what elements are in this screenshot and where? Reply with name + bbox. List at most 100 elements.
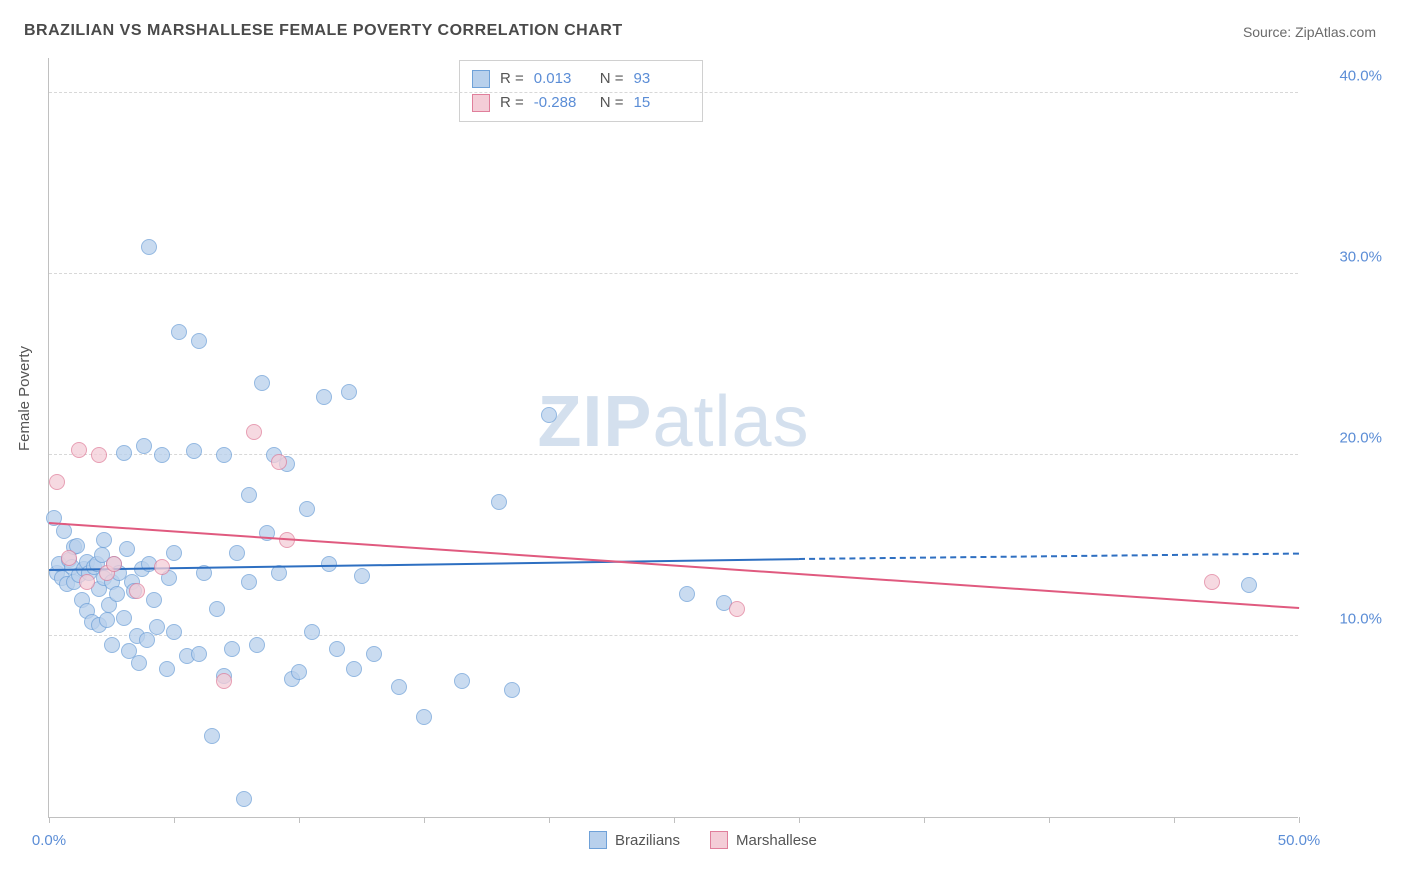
stat-n-value: 93 bbox=[634, 67, 690, 91]
data-point bbox=[541, 407, 557, 423]
x-tick bbox=[49, 817, 50, 823]
data-point bbox=[329, 641, 345, 657]
watermark: ZIPatlas bbox=[537, 381, 809, 463]
stat-r-label: R = bbox=[500, 67, 524, 91]
trend-line bbox=[799, 553, 1299, 560]
data-point bbox=[191, 646, 207, 662]
plot-area: ZIPatlas R =0.013N =93R =-0.288N =15 Bra… bbox=[48, 58, 1298, 818]
x-tick bbox=[549, 817, 550, 823]
data-point bbox=[241, 574, 257, 590]
data-point bbox=[249, 637, 265, 653]
gridline bbox=[49, 635, 1298, 636]
legend-item: Marshallese bbox=[710, 831, 817, 849]
y-axis-label: Female Poverty bbox=[16, 346, 33, 451]
data-point bbox=[391, 679, 407, 695]
watermark-atlas: atlas bbox=[652, 382, 809, 462]
legend-swatch bbox=[472, 94, 490, 112]
data-point bbox=[104, 637, 120, 653]
x-tick bbox=[1174, 817, 1175, 823]
x-tick-label: 50.0% bbox=[1278, 832, 1321, 849]
stat-n-label: N = bbox=[600, 91, 624, 115]
gridline bbox=[49, 273, 1298, 274]
chart-title: BRAZILIAN VS MARSHALLESE FEMALE POVERTY … bbox=[24, 22, 623, 40]
data-point bbox=[354, 568, 370, 584]
data-point bbox=[316, 389, 332, 405]
data-point bbox=[166, 545, 182, 561]
data-point bbox=[299, 501, 315, 517]
data-point bbox=[109, 586, 125, 602]
data-point bbox=[56, 523, 72, 539]
data-point bbox=[216, 673, 232, 689]
data-point bbox=[1204, 574, 1220, 590]
data-point bbox=[341, 384, 357, 400]
stat-r-label: R = bbox=[500, 91, 524, 115]
data-point bbox=[116, 610, 132, 626]
data-point bbox=[346, 661, 362, 677]
data-point bbox=[1241, 577, 1257, 593]
data-point bbox=[254, 375, 270, 391]
stats-legend: R =0.013N =93R =-0.288N =15 bbox=[459, 60, 703, 122]
data-point bbox=[291, 664, 307, 680]
data-point bbox=[186, 443, 202, 459]
data-point bbox=[116, 445, 132, 461]
x-tick bbox=[1049, 817, 1050, 823]
stat-r-value: -0.288 bbox=[534, 91, 590, 115]
data-point bbox=[191, 333, 207, 349]
stat-n-label: N = bbox=[600, 67, 624, 91]
y-tick-label: 10.0% bbox=[1312, 611, 1382, 628]
data-point bbox=[504, 682, 520, 698]
y-tick-label: 40.0% bbox=[1312, 68, 1382, 85]
x-tick bbox=[674, 817, 675, 823]
data-point bbox=[96, 532, 112, 548]
y-tick-label: 30.0% bbox=[1312, 249, 1382, 266]
data-point bbox=[49, 474, 65, 490]
gridline bbox=[49, 454, 1298, 455]
data-point bbox=[304, 624, 320, 640]
legend-label: Marshallese bbox=[736, 832, 817, 849]
data-point bbox=[229, 545, 245, 561]
data-point bbox=[204, 728, 220, 744]
x-tick bbox=[924, 817, 925, 823]
data-point bbox=[271, 454, 287, 470]
data-point bbox=[224, 641, 240, 657]
x-tick bbox=[174, 817, 175, 823]
legend-swatch bbox=[472, 70, 490, 88]
gridline bbox=[49, 92, 1298, 93]
data-point bbox=[241, 487, 257, 503]
x-tick-label: 0.0% bbox=[32, 832, 66, 849]
data-point bbox=[99, 612, 115, 628]
stat-r-value: 0.013 bbox=[534, 67, 590, 91]
bottom-legend: Brazilians Marshallese bbox=[589, 831, 817, 849]
x-tick bbox=[799, 817, 800, 823]
data-point bbox=[729, 601, 745, 617]
y-tick-label: 20.0% bbox=[1312, 430, 1382, 447]
data-point bbox=[166, 624, 182, 640]
stats-row: R = 0.013 N = 93 bbox=[472, 67, 690, 91]
source-label: Source: ZipAtlas.com bbox=[1243, 24, 1376, 40]
data-point bbox=[454, 673, 470, 689]
data-point bbox=[416, 709, 432, 725]
data-point bbox=[141, 239, 157, 255]
data-point bbox=[106, 556, 122, 572]
data-point bbox=[154, 447, 170, 463]
data-point bbox=[79, 574, 95, 590]
x-tick bbox=[424, 817, 425, 823]
legend-label: Brazilians bbox=[615, 832, 680, 849]
legend-swatch bbox=[589, 831, 607, 849]
x-tick bbox=[1299, 817, 1300, 823]
legend-item: Brazilians bbox=[589, 831, 680, 849]
data-point bbox=[154, 559, 170, 575]
stats-row: R =-0.288N =15 bbox=[472, 91, 690, 115]
watermark-zip: ZIP bbox=[537, 382, 652, 462]
legend-swatch bbox=[710, 831, 728, 849]
data-point bbox=[136, 438, 152, 454]
data-point bbox=[129, 583, 145, 599]
data-point bbox=[146, 592, 162, 608]
data-point bbox=[246, 424, 262, 440]
data-point bbox=[491, 494, 507, 510]
data-point bbox=[321, 556, 337, 572]
data-point bbox=[679, 586, 695, 602]
data-point bbox=[71, 442, 87, 458]
data-point bbox=[209, 601, 225, 617]
data-point bbox=[171, 324, 187, 340]
